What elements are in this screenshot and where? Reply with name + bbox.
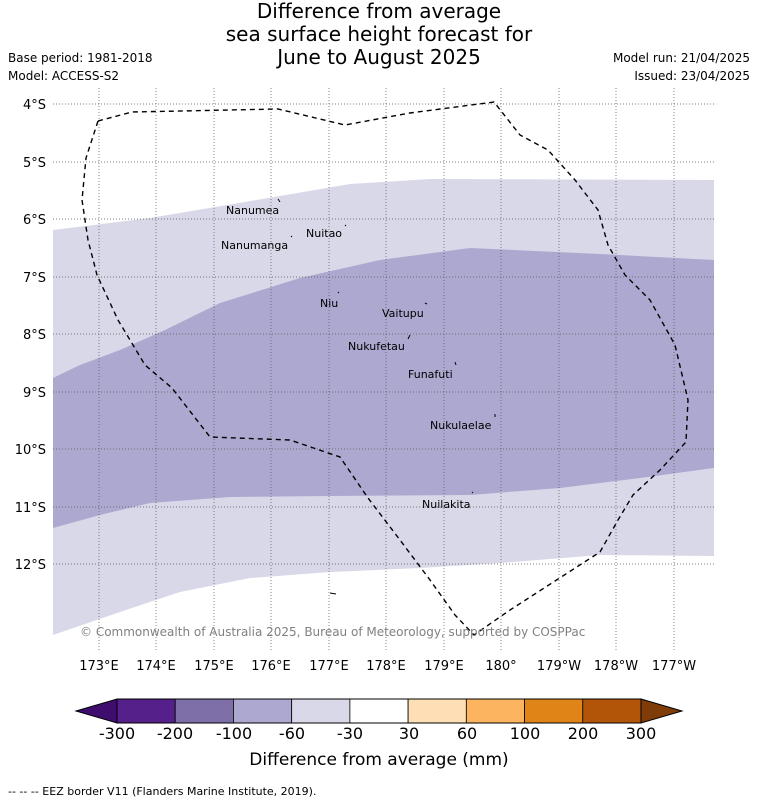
lon-label: 179°E [424,659,464,674]
colorbar-cell [524,698,584,724]
colorbar-max-arrow [640,698,684,724]
colorbar-tick-labels: -300 -200 -100 -60 -30 30 60 100 200 300 [0,724,758,746]
colorbar-cell [582,698,642,724]
place-label: Nuilakita [422,498,471,511]
model-run-date: Model run: 21/04/2025 [612,51,750,65]
lon-label: 180° [485,659,516,674]
copyright-text: © Commonwealth of Australia 2025, Bureau… [80,625,585,639]
colorbar-min-arrow [74,698,118,724]
colorbar-tick: -200 [156,724,194,743]
colorbar-tick: -300 [98,724,136,743]
colorbar-tick: 100 [509,724,541,743]
colorbar-tick: -100 [215,724,253,743]
colorbar-frame [116,698,642,724]
lat-label: 9°S [23,386,46,401]
lon-label: 177°W [652,659,696,674]
place-label: Nukufetau [348,340,405,353]
place-label: Vaitupu [382,307,424,320]
base-period-info: Base period: 1981-2018 Model: ACCESS-S2 [8,49,153,85]
chart-title: Difference from average sea surface heig… [0,0,758,69]
colorbar-cell [465,698,525,724]
lon-label: 178°W [594,659,638,674]
lat-label: 7°S [23,271,46,286]
lon-label: 175°E [194,659,234,674]
lat-label: 11°S [15,501,46,516]
title-line-3: June to August 2025 [277,45,481,69]
colorbar-cell [174,698,234,724]
colorbar-tick: -30 [336,724,364,743]
lon-label: 179°W [537,659,581,674]
colorbar-cells [116,698,642,724]
colorbar-tick: 200 [567,724,599,743]
lat-label: 6°S [23,213,46,228]
title-line-2: sea surface height forecast for [225,22,533,46]
place-label: Nanumanga [221,239,288,252]
colorbar-cell [291,698,351,724]
model-name: Model: ACCESS-S2 [8,69,120,83]
colorbar-cell [407,698,467,724]
colorbar-cell [233,698,293,724]
lon-label: 173°E [79,659,119,674]
run-info: Model run: 21/04/2025 Issued: 23/04/2025 [613,49,750,85]
base-period: Base period: 1981-2018 [8,51,153,65]
lon-label: 174°E [136,659,176,674]
anomaly-band-dark [53,248,714,528]
place-label: Niu [320,297,338,310]
place-label: Nuitao [306,227,342,240]
colorbar-tick: 300 [625,724,657,743]
colorbar [74,698,684,724]
lat-label: 8°S [23,328,46,343]
lat-label: 4°S [23,98,46,113]
lon-label: 177°E [309,659,349,674]
colorbar-tick: 60 [456,724,478,743]
title-line-1: Difference from average [256,0,502,23]
colorbar-tick: -60 [278,724,306,743]
place-label: Nanumea [226,204,279,217]
lat-label: 5°S [23,156,46,171]
place-label: Nukulaelae [430,419,492,432]
lat-label: 12°S [15,558,46,573]
lon-label: 178°E [366,659,406,674]
place-label: Funafuti [408,368,453,381]
island-outlines [277,198,496,595]
colorbar-cell [116,698,176,724]
eez-border [81,101,689,636]
eez-footnote: -- -- -- EEZ border V11 (Flanders Marine… [8,785,317,798]
colorbar-title: Difference from average (mm) [249,750,509,770]
lon-label: 176°E [251,659,291,674]
graticule [53,88,714,650]
colorbar-tick: 30 [398,724,420,743]
lat-label: 10°S [15,443,46,458]
colorbar-cell [349,698,409,724]
issued-date: Issued: 23/04/2025 [634,69,750,83]
